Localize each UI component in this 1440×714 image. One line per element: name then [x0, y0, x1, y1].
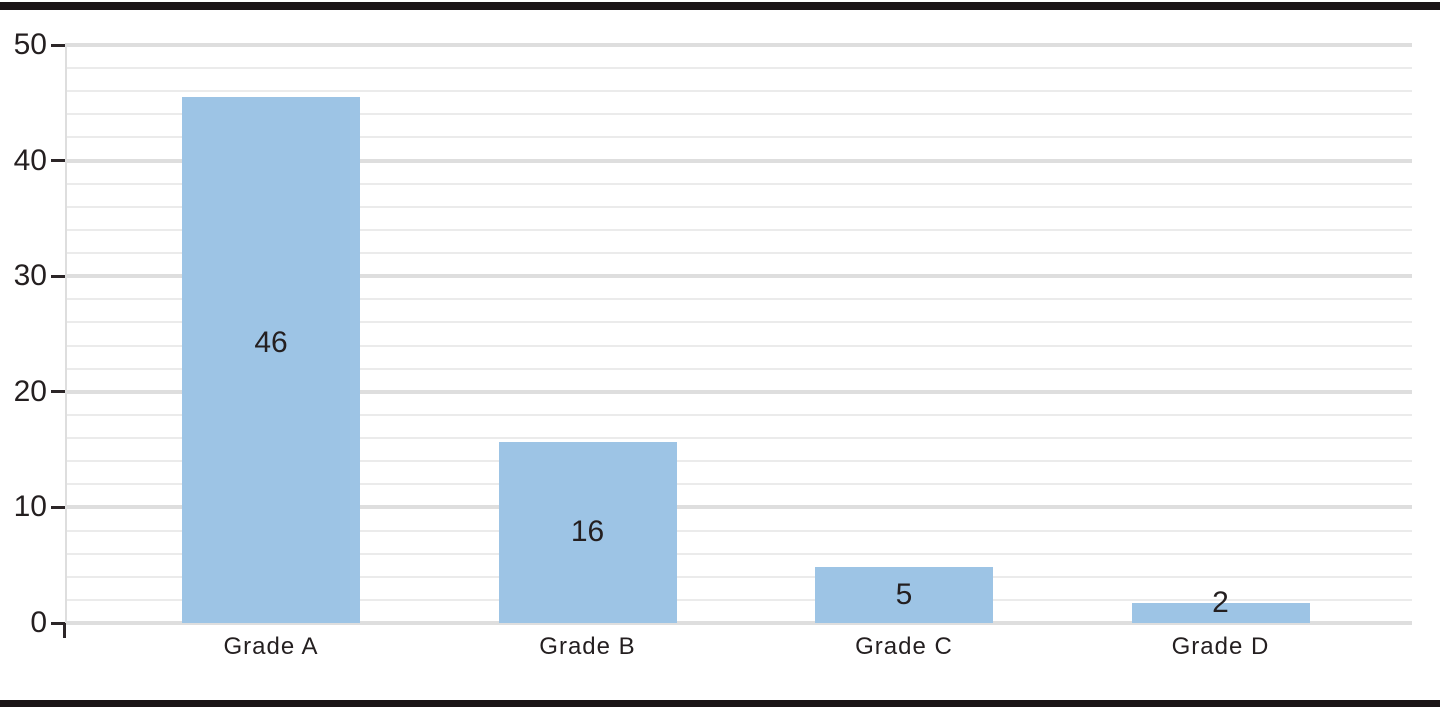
- gridline-minor: [66, 113, 1412, 116]
- gridline-minor: [66, 552, 1412, 555]
- gridline-major: [66, 505, 1412, 510]
- y-axis-tick: [51, 43, 65, 47]
- bar-value-label-grade-a: 46: [254, 326, 288, 360]
- y-axis-tick: [51, 390, 65, 394]
- bottom-rule: [0, 700, 1440, 707]
- x-axis-category-label-grade-c: Grade C: [855, 633, 953, 660]
- gridline-minor: [66, 437, 1412, 440]
- gridline-minor: [66, 228, 1412, 231]
- gridline-major: [66, 274, 1412, 279]
- bar-value-label-grade-c: 5: [895, 577, 913, 611]
- bar-grade-a: [182, 97, 360, 623]
- gridline-minor: [66, 598, 1412, 601]
- x-axis-category-label-grade-b: Grade B: [539, 633, 636, 660]
- top-rule: [0, 2, 1440, 10]
- bar-value-label-grade-b: 16: [570, 515, 605, 549]
- y-axis-label: 50: [13, 28, 47, 61]
- y-axis-label: 0: [30, 606, 47, 639]
- gridline-minor: [66, 205, 1412, 208]
- gridline-minor: [66, 136, 1412, 139]
- bar-value-label-grade-d: 2: [1212, 586, 1229, 619]
- y-axis-label: 40: [13, 143, 47, 177]
- bar-grade-b: [498, 441, 677, 623]
- y-axis-tick: [51, 159, 65, 163]
- gridline-minor: [66, 413, 1412, 416]
- gridline-minor: [66, 483, 1412, 486]
- y-axis-label: 10: [13, 490, 47, 524]
- bar-grade-c: [815, 566, 993, 623]
- y-axis-label: 20: [13, 374, 47, 408]
- y-axis-line: [65, 43, 67, 625]
- gridline-minor: [66, 367, 1412, 370]
- gridline-major: [66, 43, 1412, 47]
- gridline-minor: [66, 344, 1412, 347]
- gridline-major: [66, 389, 1412, 394]
- y-axis-tick: [51, 505, 65, 509]
- x-axis-category-label-grade-d: Grade D: [1171, 633, 1270, 660]
- bar-grade-d: [1131, 603, 1310, 623]
- gridline-major: [66, 621, 1412, 625]
- gridline-minor: [66, 252, 1412, 255]
- gridline-minor: [66, 575, 1412, 578]
- gridline-minor: [66, 321, 1412, 324]
- x-axis-zero-tick: [63, 623, 66, 638]
- y-axis-tick: [51, 621, 65, 625]
- gridline-major: [66, 158, 1412, 163]
- y-axis-label: 30: [13, 259, 47, 293]
- gridline-minor: [66, 90, 1412, 93]
- gridline-minor: [66, 298, 1412, 301]
- x-axis-category-label-grade-a: Grade A: [223, 633, 319, 660]
- gridline-minor: [66, 460, 1412, 463]
- gridline-minor: [66, 182, 1412, 185]
- y-axis-tick: [51, 274, 65, 278]
- gridline-minor: [66, 67, 1412, 70]
- gridline-minor: [66, 529, 1412, 532]
